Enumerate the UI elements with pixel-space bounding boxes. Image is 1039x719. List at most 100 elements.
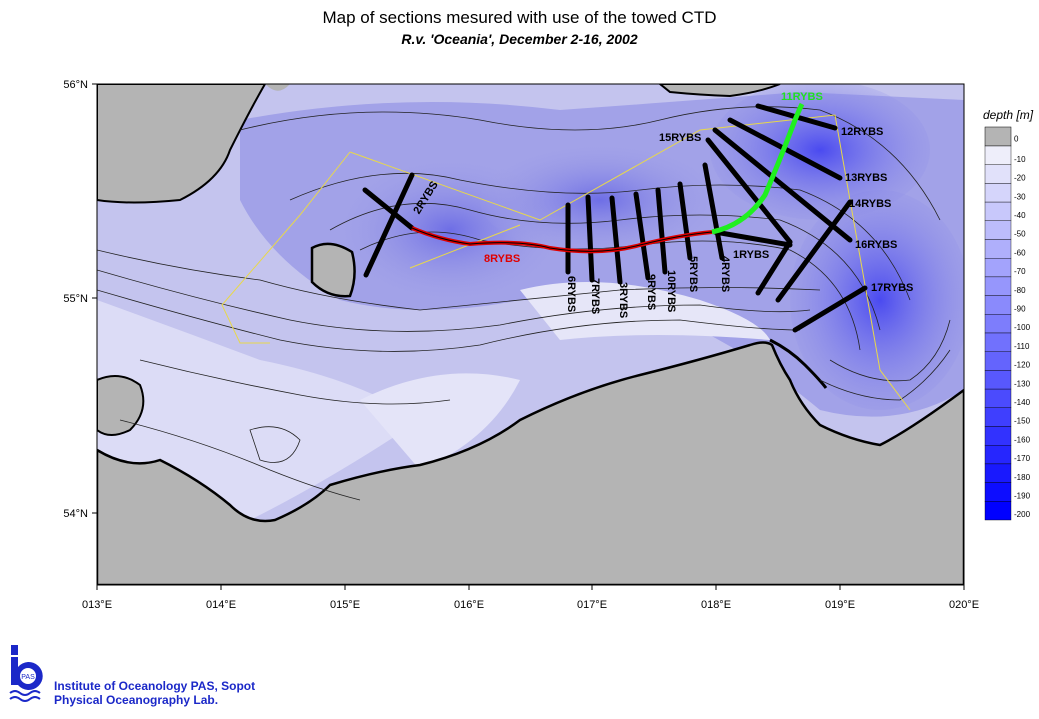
section-1 — [712, 229, 793, 248]
section-16 — [712, 127, 853, 243]
label-6rybs: 6RYBS — [565, 276, 577, 312]
lon-label-17: 017°E — [577, 599, 607, 611]
legend-tick: -20 — [1014, 174, 1026, 183]
label-9rybs: 9RYBS — [645, 274, 657, 310]
label-17rybs: 17RYBS — [871, 282, 913, 294]
legend-title: depth [m] — [983, 108, 1034, 122]
lon-label-16: 016°E — [454, 599, 484, 611]
section-17 — [792, 285, 868, 333]
section-3 — [609, 195, 623, 285]
label-7rybs: 7RYBS — [589, 278, 601, 314]
legend-swatch — [984, 388, 1012, 409]
section-2 — [363, 172, 415, 278]
land-sweden — [97, 84, 267, 204]
legend-swatch — [984, 183, 1012, 203]
legend-tick: -100 — [1014, 323, 1031, 332]
label-15rybs: 15RYBS — [659, 132, 701, 144]
legend-swatch — [984, 332, 1012, 352]
land-rugen — [97, 375, 145, 436]
footer: Institute of Oceanology PAS, Sopot Physi… — [54, 679, 255, 707]
label-13rybs: 13RYBS — [845, 172, 887, 184]
lat-axis: 56°N 55°N 54°N — [63, 79, 97, 520]
depth-legend: depth [m] 0 -10 -20 -30 -40 -50 -60 -70 -80 -90 -1… — [983, 108, 1034, 521]
legend-tick: -70 — [1014, 267, 1026, 276]
legend-tick: -110 — [1014, 342, 1030, 351]
lon-label-20: 020°E — [949, 599, 979, 611]
lon-label-13: 013°E — [82, 599, 112, 611]
legend-swatch — [984, 351, 1012, 371]
legend-swatch — [984, 239, 1012, 259]
isobaths — [97, 106, 951, 501]
map-frame — [96, 83, 965, 586]
hel-peninsula — [769, 338, 828, 389]
legend-swatch — [984, 407, 1012, 427]
section-8-red-core — [411, 227, 713, 252]
legend-tick: -120 — [1014, 361, 1031, 370]
legend-swatch — [984, 314, 1012, 334]
survey-boundary-west — [221, 151, 351, 344]
lat-label-54: 54°N — [63, 508, 88, 520]
section-9 — [633, 191, 651, 281]
legend-swatch — [984, 501, 1012, 521]
legend-tick: -30 — [1014, 192, 1026, 201]
lat-label-56: 56°N — [63, 79, 88, 91]
section-15 — [705, 137, 793, 245]
label-4rybs: 4RYBS — [719, 256, 731, 292]
legend-tick: 0 — [1014, 134, 1019, 143]
section-4 — [702, 162, 725, 261]
legend-swatch — [984, 370, 1012, 390]
label-5rybs: 5RYBS — [687, 256, 699, 292]
legend-swatch — [984, 258, 1012, 278]
legend-tick: -40 — [1014, 211, 1026, 220]
legend-tick: -130 — [1014, 379, 1031, 388]
legend-tick: -60 — [1014, 248, 1026, 257]
map-title: Map of sections mesured with use of the … — [322, 8, 717, 27]
legend-tick: -170 — [1014, 454, 1031, 463]
section-11-green — [711, 102, 805, 235]
label-12rybs: 12RYBS — [841, 126, 883, 138]
map-area — [97, 84, 964, 585]
legend-swatch — [984, 482, 1012, 502]
legend-tick: -160 — [1014, 435, 1031, 444]
lon-label-18: 018°E — [701, 599, 731, 611]
label-3rybs: 3RYBS — [617, 282, 629, 318]
legend-tick: -150 — [1014, 417, 1031, 426]
legend-swatch — [984, 276, 1012, 296]
legend-swatch — [984, 295, 1012, 315]
legend-tick: -10 — [1014, 155, 1026, 164]
gotland-slope — [710, 84, 930, 220]
label-14rybs: 14RYBS — [849, 198, 891, 210]
legend-tick: -140 — [1014, 398, 1031, 407]
label-10rybs: 10RYBS — [665, 270, 677, 312]
legend-swatch — [984, 463, 1012, 483]
legend-tick: -80 — [1014, 286, 1026, 295]
label-11rybs: 11RYBS — [781, 91, 823, 103]
legend-swatch — [984, 445, 1012, 465]
land-poland — [97, 341, 964, 585]
gdansk-deep — [790, 190, 964, 410]
legend-swatch — [984, 220, 1012, 240]
legend-swatch-land — [984, 126, 1012, 147]
legend-swatch — [984, 201, 1012, 222]
lon-label-14: 014°E — [206, 599, 236, 611]
legend-swatch — [984, 145, 1012, 165]
lon-axis: 013°E 014°E 015°E 016°E 017°E 018°E 019°… — [82, 585, 979, 611]
legend-tick: -90 — [1014, 304, 1026, 313]
label-16rybs: 16RYBS — [855, 239, 897, 251]
footer-lab: Physical Oceanography Lab. — [54, 693, 219, 707]
survey-boundary — [349, 114, 911, 411]
map-subtitle: R.v. 'Oceania', December 2-16, 2002 — [401, 31, 638, 47]
label-8rybs: 8RYBS — [484, 253, 520, 265]
institute-logo: PAS — [9, 645, 43, 702]
survey-boundary-inner — [409, 224, 521, 269]
legend-tick: -50 — [1014, 230, 1026, 239]
shallow-bank — [360, 373, 520, 470]
footer-institute: Institute of Oceanology PAS, Sopot — [54, 679, 256, 693]
land-gotland — [658, 84, 781, 98]
lon-label-15: 015°E — [330, 599, 360, 611]
black-sections — [362, 103, 868, 333]
label-1rybs: 1RYBS — [733, 249, 769, 261]
shallow-shelf — [97, 300, 420, 520]
logo-text: PAS — [21, 674, 35, 681]
